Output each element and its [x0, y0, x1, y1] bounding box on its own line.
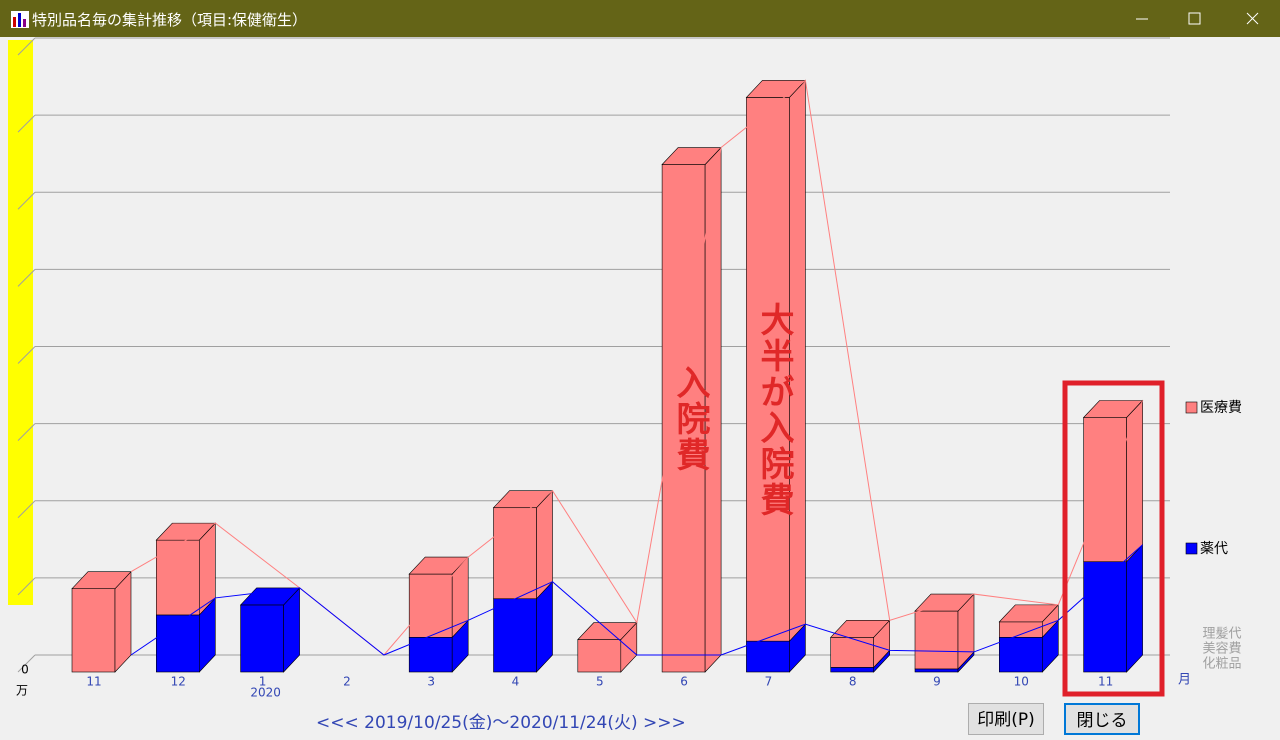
bar-segment: [830, 667, 875, 673]
grid-wall: [17, 114, 36, 133]
grid-wall: [17, 191, 36, 210]
bar-segment: [914, 610, 959, 670]
legend-other: 理髪代: [1202, 627, 1241, 642]
bar-segment: [1083, 561, 1127, 673]
grid-wall: [17, 654, 36, 673]
bar-segment: [156, 614, 200, 673]
x-tick-label: 10: [1014, 675, 1029, 689]
x-tick-label: 11: [1098, 675, 1113, 689]
grid-wall: [17, 500, 36, 519]
bar-segment: [998, 636, 1043, 673]
grid-wall: [17, 37, 36, 56]
bar-segment: [830, 636, 875, 668]
grid-wall: [17, 577, 36, 596]
legend-swatch: [1185, 542, 1198, 555]
legend-swatch: [1185, 401, 1198, 414]
grid-wall: [17, 269, 36, 287]
bar-segment: [240, 604, 284, 673]
legend-other: 美容費: [1202, 641, 1241, 657]
title-bar: 特別品名毎の集計推移（項目:保健衛生）: [0, 0, 1280, 37]
bar-segment: [408, 636, 453, 673]
bar-segment: [156, 539, 200, 616]
x-tick-label: 4: [512, 675, 520, 689]
legend-label: 医療費: [1200, 399, 1242, 416]
series-line: [130, 79, 1144, 656]
x-tick-label: 8: [849, 675, 857, 689]
x-tick-label: 11: [86, 675, 101, 689]
bar-side: [114, 570, 132, 673]
x-tick-label: 3: [427, 675, 435, 689]
window-title: 特別品名毎の集計推移（項目:保健衛生）: [32, 11, 308, 29]
x-tick-label: 1: [259, 675, 267, 689]
x-tick-label: 6: [680, 675, 688, 689]
highlight-band: [8, 40, 33, 605]
grid-wall: [17, 346, 36, 364]
x-unit: 月: [1178, 673, 1191, 688]
y-tick-label: 0: [21, 663, 29, 677]
y-unit: 万: [16, 684, 28, 698]
annotation: 入院費: [670, 365, 710, 473]
bar-side: [1126, 399, 1143, 563]
legend-other: 化粧品: [1202, 657, 1241, 672]
x-tick-label: 12: [171, 675, 186, 689]
bar-segment: [746, 640, 790, 673]
annotation: 大半が入院費: [754, 302, 794, 518]
app-icon: [11, 11, 29, 28]
bar-segment: [493, 598, 537, 673]
bar-segment: [493, 507, 537, 600]
bar-segment: [998, 621, 1043, 638]
bar-segment: [914, 668, 959, 673]
x-tick-label: 2: [343, 675, 351, 689]
bar-segment: [746, 97, 790, 642]
series-line: [130, 544, 1143, 656]
grid-wall: [17, 423, 36, 441]
year-label: 2020: [250, 686, 281, 700]
window-controls[interactable]: [1120, 0, 1280, 37]
print-button[interactable]: 印刷(P): [968, 703, 1044, 735]
x-tick-label: 9: [933, 675, 941, 689]
close-button[interactable]: 閉じる: [1064, 703, 1140, 735]
bar-segment: [577, 639, 622, 673]
period-nav[interactable]: <<< 2019/10/25(金)～2020/11/24(火) >>>: [316, 713, 686, 733]
bar-segment: [1083, 417, 1127, 563]
bar-side: [1126, 543, 1143, 673]
bar-segment: [71, 588, 116, 673]
x-tick-label: 5: [596, 675, 604, 689]
x-tick-label: 7: [765, 675, 773, 689]
legend-label: 薬代: [1200, 541, 1228, 557]
highlight-box: [1062, 380, 1165, 697]
